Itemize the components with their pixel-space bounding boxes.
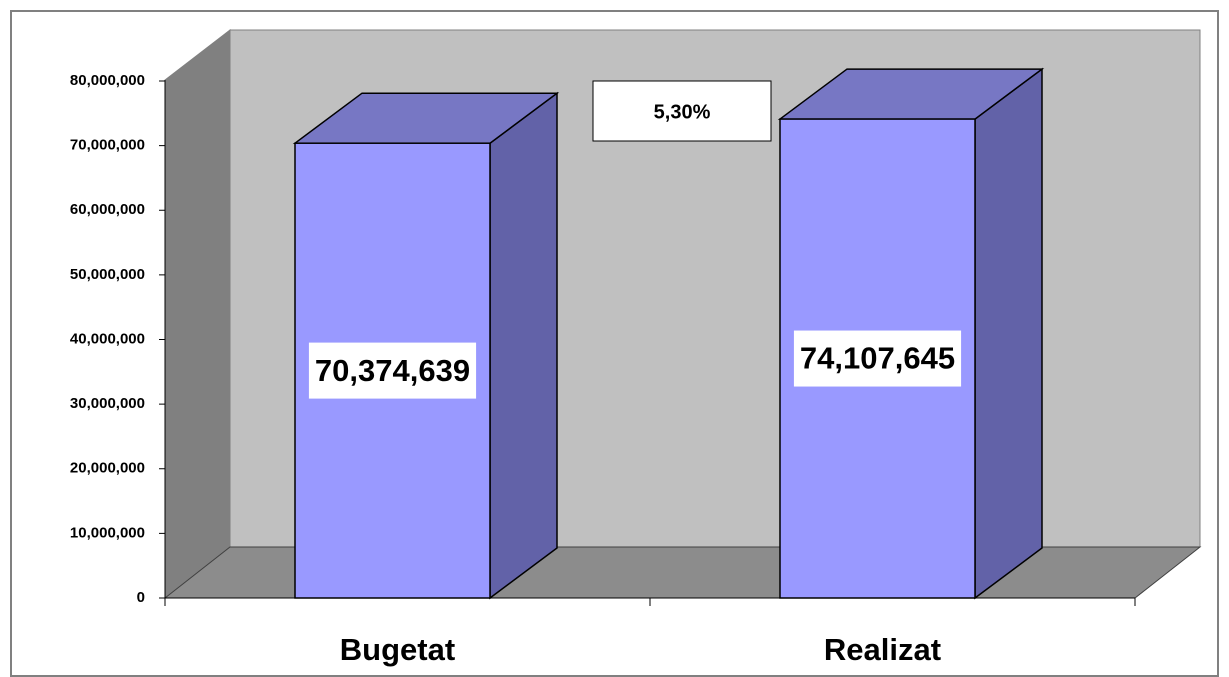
bar-side xyxy=(489,91,558,600)
x-tick-label: Realizat xyxy=(824,632,941,667)
y-tick-label: 80,000,000 xyxy=(70,72,145,89)
y-tick-label: 70,000,000 xyxy=(70,137,145,154)
annotation: 5,30% xyxy=(654,101,711,123)
y-tick-label: 10,000,000 xyxy=(70,524,145,541)
value-label: 74,107,645 xyxy=(800,341,955,376)
x-tick-label: Bugetat xyxy=(340,632,455,667)
value-label-box xyxy=(793,330,962,387)
side-wall xyxy=(164,28,231,600)
y-tick-label: 60,000,000 xyxy=(70,201,145,218)
value-label: 70,374,639 xyxy=(315,353,470,388)
y-tick-label: 0 xyxy=(137,589,145,606)
y-tick-label: 50,000,000 xyxy=(70,266,145,283)
bar-side xyxy=(974,67,1043,600)
y-tick-label: 30,000,000 xyxy=(70,395,145,412)
y-tick-label: 40,000,000 xyxy=(70,330,145,347)
annotation-box xyxy=(592,80,772,142)
value-label-box xyxy=(308,342,477,399)
y-tick-label: 20,000,000 xyxy=(70,460,145,477)
